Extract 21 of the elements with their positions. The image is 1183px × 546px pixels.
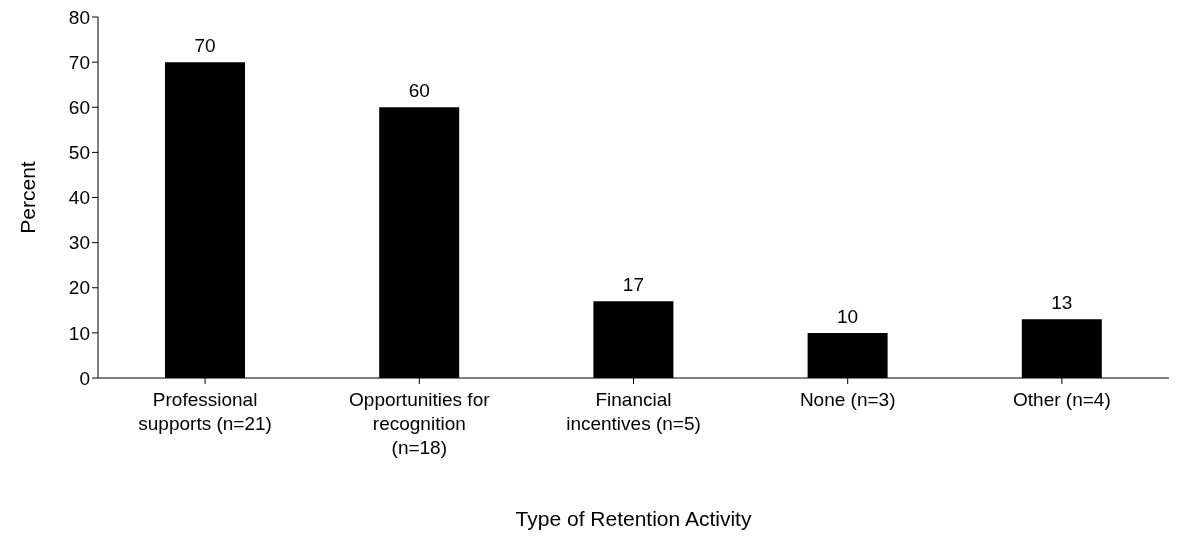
x-tick-label: None (n=3) [799,389,896,410]
x-tick-label: Opportunities for recognition (n=18) [349,389,491,458]
y-tick-label: 50 [68,142,90,164]
data-label: 70 [194,35,216,57]
y-tick-label: 10 [68,322,90,344]
data-label: 13 [1051,292,1073,314]
data-label: 10 [837,305,859,327]
x-tick-label: Other (n=4) [1013,389,1111,410]
data-label: 17 [622,274,644,296]
x-axis-title: Type of Retention Activity [515,507,752,530]
y-tick-label: 30 [68,232,90,254]
y-tick-label: 0 [79,367,90,389]
y-tick-label: 70 [68,51,90,73]
y-tick-label: 40 [68,187,90,209]
y-tick-label: 80 [68,6,90,28]
y-tick-label: 20 [68,277,90,299]
data-label: 60 [408,80,430,102]
y-tick-label: 60 [68,97,90,118]
x-tick-label: Professional supports (n=21) [138,389,272,434]
y-axis-title: Percent [16,161,40,234]
x-tick-label: Financial incentives (n=5) [566,389,701,434]
